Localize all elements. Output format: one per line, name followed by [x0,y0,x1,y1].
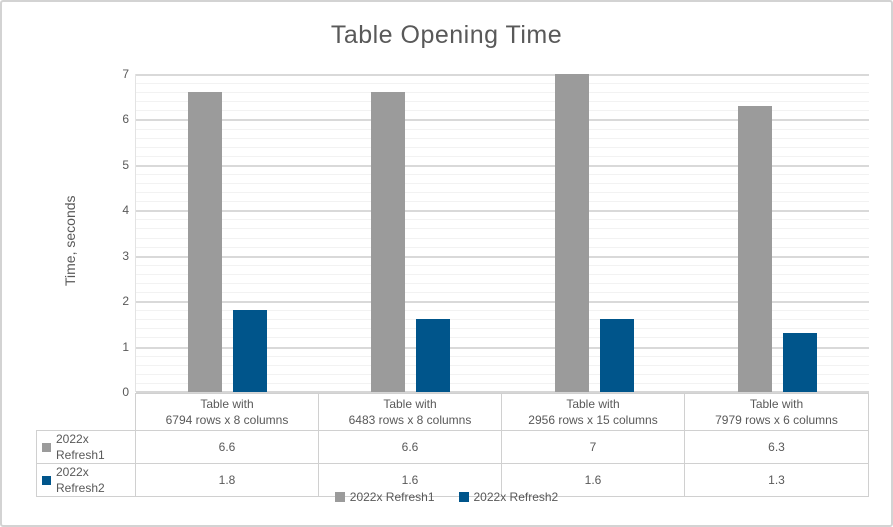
y-tick-label: 4 [122,203,129,217]
table-category-header: Table with 6794 rows x 8 columns [135,393,319,431]
gridline-major [136,119,869,121]
table-value-cell: 7 [501,430,685,464]
category-label-line1: Table with [749,397,804,411]
bar-2022x-refresh1-cat4 [738,106,772,392]
table-category-header: Table with 2956 rows x 15 columns [501,393,685,431]
table-value-cell: 1.6 [501,463,685,497]
gridline-minor [136,83,869,84]
y-tick-label: 3 [122,249,129,263]
legend-item: 2022x Refresh2 [458,490,559,504]
legend-label: 2022x Refresh1 [349,490,435,504]
series-color-swatch [42,475,51,485]
gridline-minor [136,319,869,320]
legend: 2022x Refresh1 2022x Refresh2 [2,490,891,504]
y-tick-label: 6 [122,112,129,126]
chart-title: Table Opening Time [330,21,563,49]
gridline-minor [136,147,869,148]
table-row: 2022x Refresh2 1.8 1.6 1.6 1.3 [36,463,869,497]
gridline-minor [136,247,869,248]
table-corner-empty [37,394,136,431]
table-value-cell: 6.3 [684,430,869,464]
gridline-major [136,210,869,212]
bar-2022x-refresh1-cat1 [188,92,222,392]
x-axis-line [136,391,869,393]
bar-2022x-refresh2-cat3 [600,319,634,392]
bar-2022x-refresh2-cat2 [416,319,450,392]
gridline-minor [136,219,869,220]
category-label-line2: 6794 rows x 8 columns [165,413,289,427]
series-name: 2022x Refresh2 [56,465,105,495]
gridline-major [136,256,869,258]
gridline-major [136,301,869,303]
gridline-minor [136,101,869,102]
gridline-minor [136,365,869,366]
gridline-minor [136,174,869,175]
table-value-cell: 6.6 [318,430,502,464]
category-label-line2: 7979 rows x 6 columns [715,413,838,427]
plot-area [135,74,869,393]
category-label-line2: 6483 rows x 8 columns [348,413,472,427]
gridline-minor [136,356,869,357]
y-tick-label: 1 [122,340,129,354]
legend-color-swatch [334,492,345,502]
gridline-major [136,347,869,349]
bar-2022x-refresh2-cat1 [233,310,267,392]
gridline-minor [136,110,869,111]
gridline-minor [136,192,869,193]
bar-2022x-refresh1-cat3 [555,74,589,392]
table-value-cell: 1.6 [318,463,502,497]
table-value-cell: 1.8 [135,463,319,497]
gridline-minor [136,183,869,184]
gridline-minor [136,228,869,229]
gridline-minor [136,337,869,338]
table-category-header: Table with 6483 rows x 8 columns [318,393,502,431]
data-table: Table with 6794 rows x 8 columns Table wit… [36,393,869,497]
gridline-major [136,165,869,167]
table-row-label: 2022x Refresh2 [36,463,136,497]
bar-2022x-refresh2-cat4 [783,333,817,392]
gridline-minor [136,374,869,375]
gridline-minor [136,156,869,157]
category-label-line2: 2956 rows x 15 columns [528,413,658,427]
gridline-minor [136,383,869,384]
gridline-minor [136,138,869,139]
y-axis-title: Time, seconds [62,195,78,287]
series-color-swatch [42,442,51,452]
y-tick-label: 7 [122,67,129,81]
table-value-cell: 6.6 [135,430,319,464]
gridline-minor [136,265,869,266]
category-label-line1: Table with [383,397,437,411]
gridline-major [136,74,869,76]
table-row-label: 2022x Refresh1 [36,430,136,464]
y-tick-label: 5 [122,158,129,172]
table-category-header: Table with 7979 rows x 6 columns [684,393,869,431]
legend-color-swatch [458,492,469,502]
category-label-line1: Table with [566,397,620,411]
table-row: 2022x Refresh1 6.6 6.6 7 6.3 [36,430,869,464]
gridline-minor [136,92,869,93]
y-tick-label: 0 [122,385,129,399]
gridline-minor [136,310,869,311]
gridline-minor [136,292,869,293]
gridline-minor [136,129,869,130]
series-name: 2022x Refresh1 [56,432,105,462]
gridline-minor [136,283,869,284]
legend-item: 2022x Refresh1 [334,490,435,504]
gridline-minor [136,328,869,329]
table-value-cell: 1.3 [684,463,869,497]
gridline-minor [136,274,869,275]
bar-2022x-refresh1-cat2 [371,92,405,392]
category-label-line1: Table with [200,397,254,411]
gridline-minor [136,201,869,202]
y-tick-label: 2 [122,294,129,308]
legend-label: 2022x Refresh2 [473,490,559,504]
gridline-minor [136,238,869,239]
